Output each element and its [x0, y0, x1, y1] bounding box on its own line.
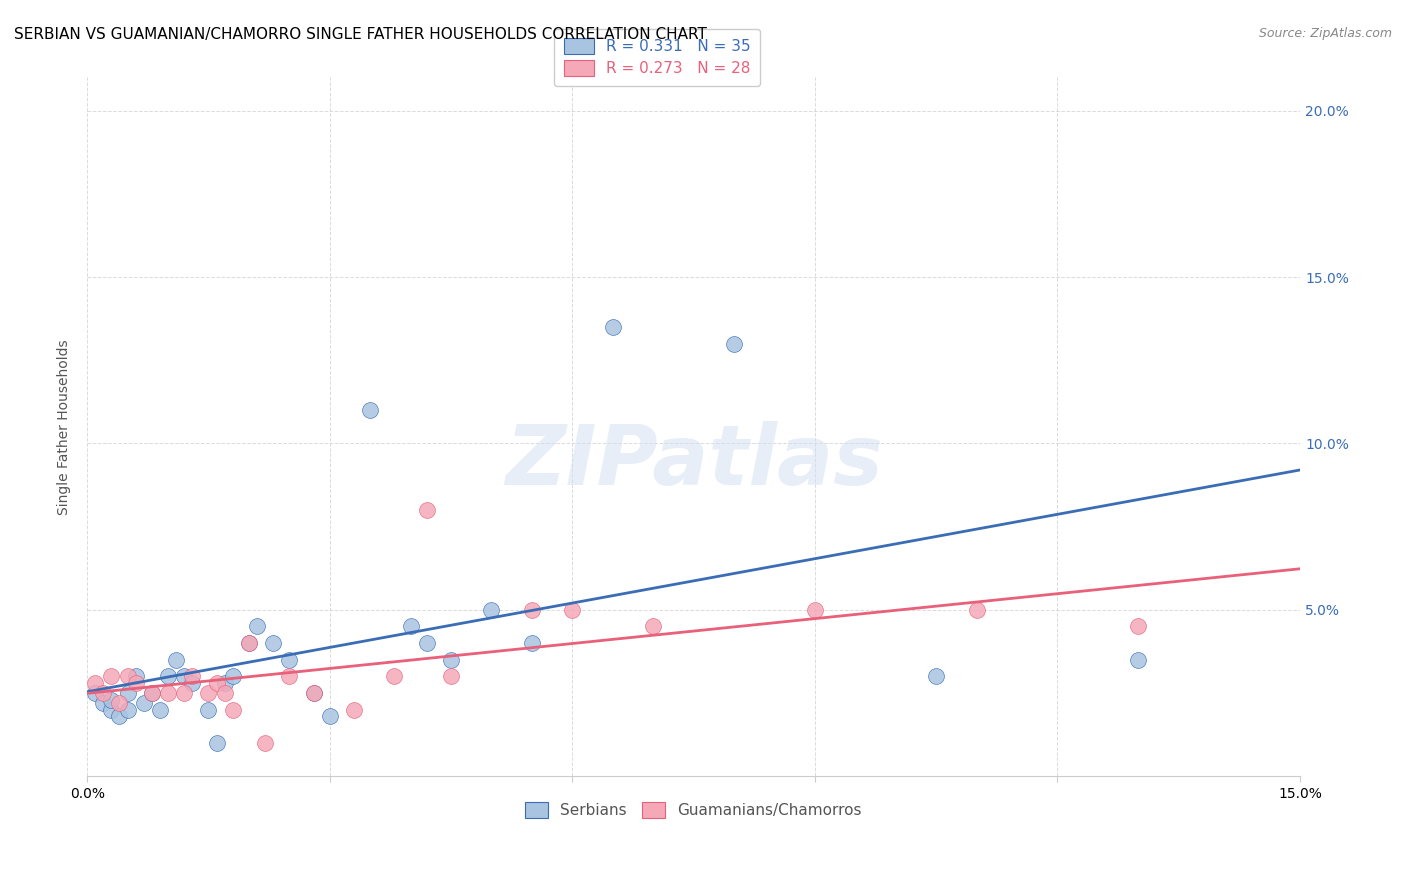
Point	[100, 669, 122, 683]
Point	[319, 709, 342, 723]
Point	[238, 636, 260, 650]
Point	[481, 603, 503, 617]
Point	[966, 603, 988, 617]
Point	[141, 686, 163, 700]
Point	[91, 696, 114, 710]
Point	[359, 403, 381, 417]
Point	[165, 653, 187, 667]
Point	[124, 669, 146, 683]
Point	[399, 619, 422, 633]
Point	[173, 686, 195, 700]
Point	[561, 603, 583, 617]
Point	[1128, 653, 1150, 667]
Point	[91, 686, 114, 700]
Point	[222, 703, 245, 717]
Point	[278, 653, 301, 667]
Point	[723, 336, 745, 351]
Point	[302, 686, 325, 700]
Point	[254, 736, 277, 750]
Point	[804, 603, 827, 617]
Point	[214, 676, 236, 690]
Point	[602, 320, 624, 334]
Point	[222, 669, 245, 683]
Point	[100, 703, 122, 717]
Legend: Serbians, Guamanians/Chamorros: Serbians, Guamanians/Chamorros	[519, 797, 868, 824]
Point	[124, 676, 146, 690]
Point	[108, 696, 131, 710]
Point	[416, 503, 439, 517]
Point	[238, 636, 260, 650]
Point	[520, 603, 543, 617]
Point	[205, 736, 228, 750]
Point	[156, 669, 179, 683]
Point	[205, 676, 228, 690]
Point	[262, 636, 284, 650]
Point	[520, 636, 543, 650]
Point	[197, 686, 219, 700]
Point	[108, 709, 131, 723]
Point	[246, 619, 269, 633]
Point	[84, 686, 107, 700]
Point	[141, 686, 163, 700]
Y-axis label: Single Father Households: Single Father Households	[58, 339, 72, 515]
Point	[384, 669, 406, 683]
Point	[643, 619, 665, 633]
Point	[1128, 619, 1150, 633]
Point	[278, 669, 301, 683]
Point	[132, 696, 155, 710]
Point	[197, 703, 219, 717]
Point	[149, 703, 172, 717]
Point	[440, 669, 463, 683]
Text: SERBIAN VS GUAMANIAN/CHAMORRO SINGLE FATHER HOUSEHOLDS CORRELATION CHART: SERBIAN VS GUAMANIAN/CHAMORRO SINGLE FAT…	[14, 27, 707, 42]
Text: Source: ZipAtlas.com: Source: ZipAtlas.com	[1258, 27, 1392, 40]
Point	[214, 686, 236, 700]
Point	[156, 686, 179, 700]
Point	[440, 653, 463, 667]
Point	[117, 703, 139, 717]
Point	[181, 669, 204, 683]
Point	[302, 686, 325, 700]
Point	[117, 686, 139, 700]
Point	[173, 669, 195, 683]
Point	[181, 676, 204, 690]
Point	[925, 669, 948, 683]
Point	[343, 703, 366, 717]
Point	[100, 692, 122, 706]
Point	[84, 676, 107, 690]
Text: ZIPatlas: ZIPatlas	[505, 421, 883, 502]
Point	[117, 669, 139, 683]
Point	[416, 636, 439, 650]
